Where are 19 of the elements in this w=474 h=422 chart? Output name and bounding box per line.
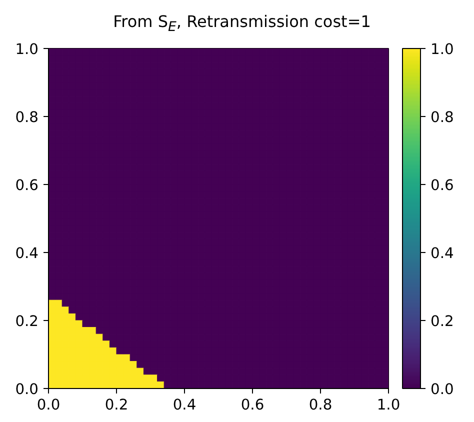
- x-tick-label: 0.4: [172, 396, 196, 414]
- x-tick-label: 0.2: [104, 396, 128, 414]
- y-tick-label: 0.2: [15, 313, 39, 330]
- y-tick-label: 1.0: [15, 41, 39, 58]
- y-tick-label: 0.6: [15, 177, 39, 194]
- color-bar-label: 0.2: [430, 313, 454, 330]
- y-tick-label: 0.4: [15, 245, 39, 262]
- color-bar-label: 0.0: [430, 381, 454, 398]
- x-tick-label: 0.0: [36, 396, 60, 414]
- y-tick-label: 0.0: [15, 381, 39, 398]
- color-bar-label: 0.6: [430, 177, 454, 194]
- x-tick-label: 1.0: [376, 396, 400, 414]
- chart-title: From S$_{E}$, Retransmission cost=1: [113, 11, 371, 38]
- y-tick-label: 0.8: [15, 109, 39, 126]
- color-bar-label: 0.8: [430, 109, 454, 126]
- x-tick-label: 0.8: [308, 396, 332, 414]
- x-tick-label: 0.6: [240, 396, 264, 414]
- color-bar-label: 1.0: [430, 41, 454, 58]
- color-bar-label: 0.4: [430, 245, 454, 262]
